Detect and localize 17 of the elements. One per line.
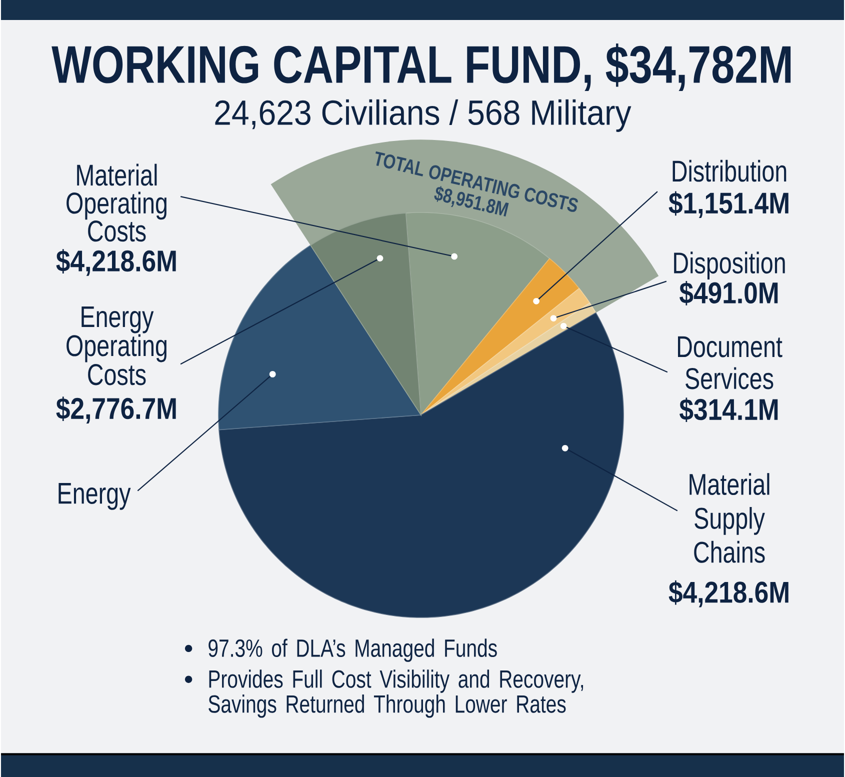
slice-label: Disposition (674, 252, 785, 280)
slice-label: Material Operating Costs (66, 164, 166, 242)
text: 97.3% of DLA’s Managed Funds (208, 638, 497, 662)
slice-label: Material Supply Chains (690, 472, 770, 563)
slice-label: Document Services (678, 336, 782, 390)
data-label: $1,151.4M (668, 191, 788, 218)
data-label: $4,218.6M (56, 248, 176, 276)
data-label: $491.0M (680, 280, 778, 306)
data-label: $314.1M (680, 398, 778, 422)
data-label: $2,776.7M (56, 396, 176, 424)
chart-subtitle: 24,623 Civilians / 568 Military (215, 99, 632, 132)
slice-label: Distribution (672, 160, 786, 182)
slice-label: Energy (58, 482, 131, 510)
slice-label: Energy Operating Costs (66, 306, 166, 386)
chart-title: WORKING CAPITAL FUND, $34,782M (52, 43, 791, 91)
text: Provides Full Cost Visibility and Recovery, Savings Returned Through Lower Rates (208, 670, 584, 718)
text: $4,218.6M (668, 580, 788, 608)
